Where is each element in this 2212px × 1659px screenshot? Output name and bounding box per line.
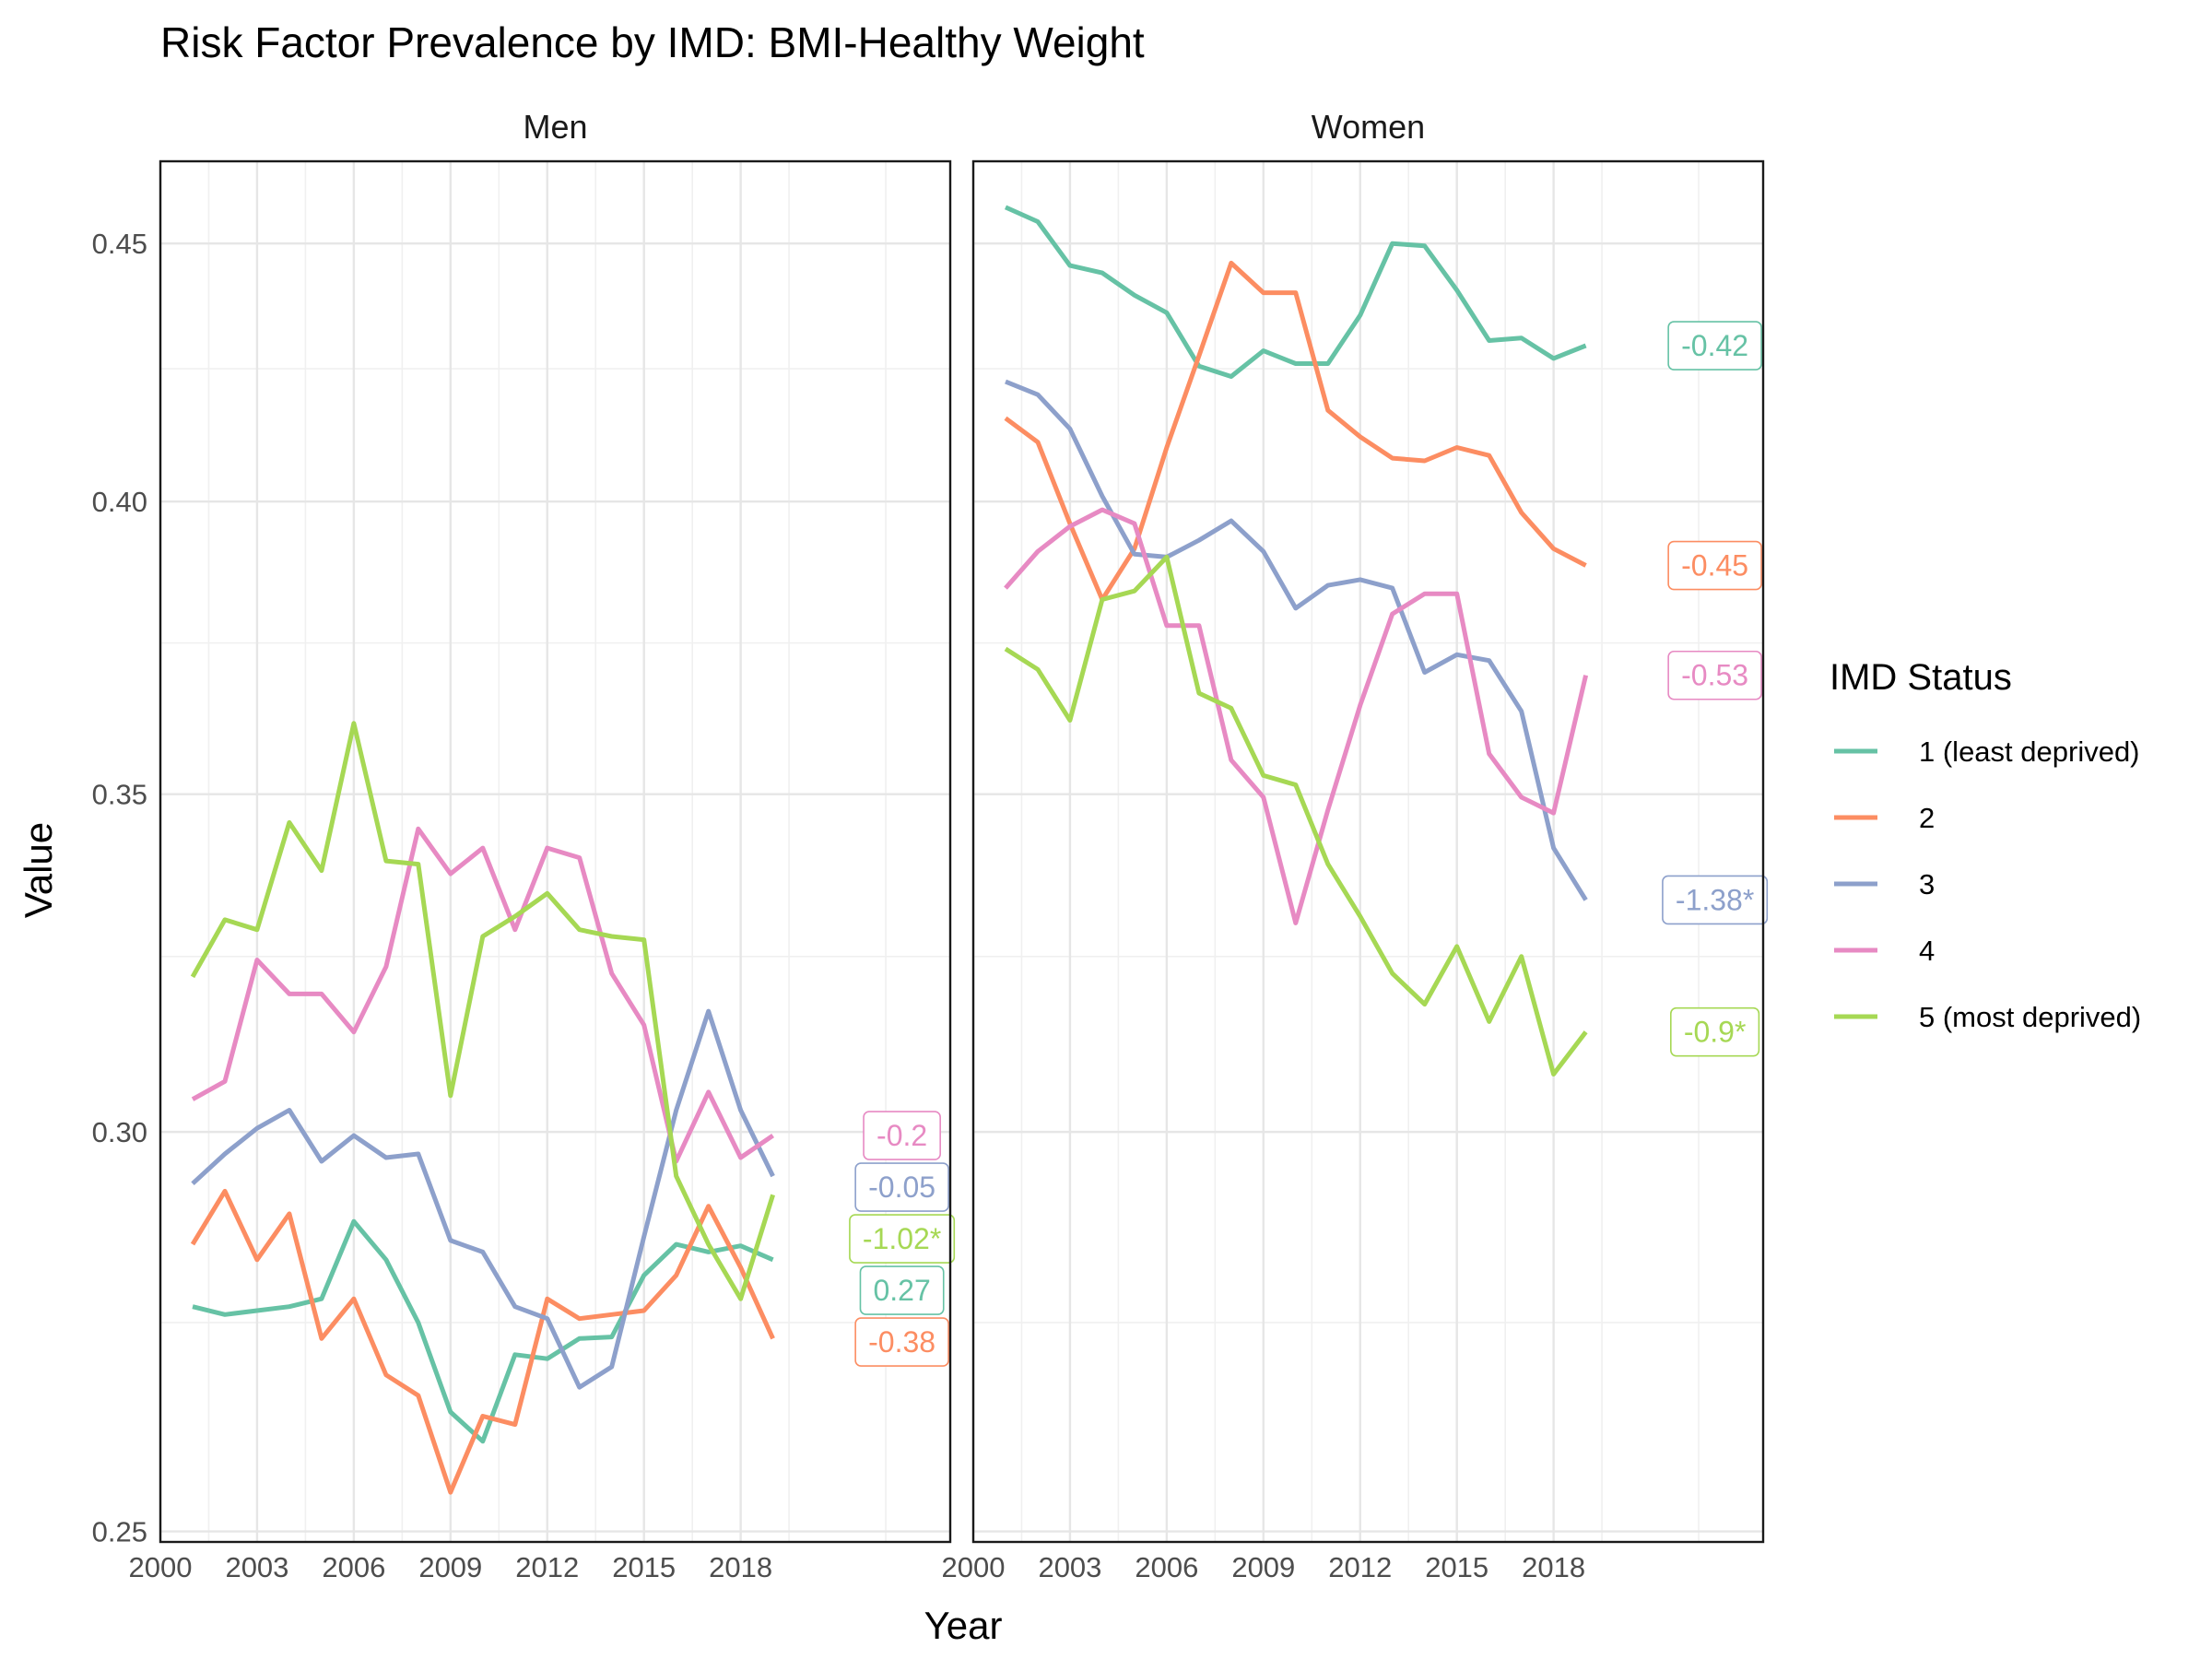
legend-label: 4 [1919,935,1935,967]
x-tick-label: 2003 [1038,1551,1101,1583]
legend-title: IMD Status [1830,657,2012,698]
series-line-4 [191,826,775,1164]
x-tick-label: 2006 [1135,1551,1198,1583]
x-tick-label: 2015 [612,1551,676,1583]
end-label-2: -0.45 [1667,540,1762,591]
y-tick-label: 0.25 [92,1516,147,1548]
legend-entry-3: 3 [1834,868,1935,900]
legend-entry-1: 1 (least deprived) [1834,735,2140,768]
end-label-text: -0.05 [868,1171,935,1204]
series-line-1 [1004,205,1587,379]
y-axis-title: Value [17,822,60,918]
end-label-text: -0.9* [1684,1016,1747,1049]
x-tick-label: 2003 [225,1551,288,1583]
series-line-1 [192,1218,774,1444]
x-tick-label: 2009 [1231,1551,1295,1583]
end-label-text: -0.42 [1681,329,1748,362]
legend-entry-4: 4 [1834,935,1935,967]
x-axis-title: Year [924,1604,1003,1647]
x-tick-label: 2000 [942,1551,1006,1583]
panel-title: Women [1312,108,1425,146]
panel-men: Men -0.2 -0.05 -1.02* 0.27 -0.38 2000 2003 2006 2… [92,108,956,1583]
legend-entry-2: 2 [1834,802,1935,834]
end-label-4: -0.53 [1667,650,1762,700]
x-tick-label: 2018 [709,1551,772,1583]
series-line-5 [1004,554,1588,1077]
series-line-5 [190,721,775,1301]
panel-border [971,159,1765,1544]
end-label-text: 0.27 [873,1274,930,1307]
y-tick-label: 0.35 [92,779,147,811]
end-label-4: -0.2 [863,1111,941,1160]
series-line-4 [1004,507,1589,925]
end-label-text: -0.45 [1681,549,1748,582]
x-tick-label: 2018 [1522,1551,1585,1583]
series-line-3 [191,1008,775,1390]
end-label-text: -0.2 [877,1119,927,1152]
end-label-5: -1.02* [849,1214,956,1264]
y-tick-label: 0.45 [92,228,147,260]
end-label-text: -1.38* [1676,883,1754,916]
x-tick-label: 2012 [1328,1551,1392,1583]
series-line-3 [1005,379,1588,901]
end-label-text: -1.02* [863,1222,941,1255]
series-line-2 [190,1188,775,1495]
legend-label: 3 [1919,868,1935,900]
panel-border [159,159,952,1544]
end-label-text: -0.53 [1681,659,1748,692]
minor-gridlines [160,161,950,1542]
x-tick-label: 2009 [418,1551,482,1583]
panel-title: Men [523,108,587,146]
legend: IMD Status 1 (least deprived) 2 3 4 5 (most … [1830,657,2141,1033]
end-label-3: -1.38* [1662,875,1769,925]
x-tick-label: 2012 [515,1551,579,1583]
end-label-3: -0.05 [854,1162,949,1212]
legend-label: 1 (least deprived) [1919,735,2140,768]
panel-women: Women -0.42 -0.45 -0.53 -1.38* -0.9* 2000 2003 2… [942,108,1769,1583]
x-tick-label: 2000 [129,1551,193,1583]
end-label-5: -0.9* [1670,1006,1760,1057]
series-line-2 [1004,260,1587,602]
y-tick-label: 0.30 [92,1116,147,1148]
x-tick-label: 2006 [322,1551,385,1583]
x-tick-label: 2015 [1425,1551,1488,1583]
end-label-1: 0.27 [859,1265,945,1315]
y-tick-label: 0.40 [92,486,147,518]
chart-title: Risk Factor Prevalence by IMD: BMI-Healt… [160,18,1145,66]
minor-gridlines [973,161,1763,1542]
end-label-1: -0.42 [1667,321,1762,371]
legend-label: 2 [1919,802,1935,834]
legend-entry-5: 5 (most deprived) [1834,1001,2141,1033]
legend-label: 5 (most deprived) [1919,1001,2141,1033]
end-label-text: -0.38 [868,1325,935,1359]
major-gridlines [971,161,1763,1542]
end-label-2: -0.38 [854,1317,949,1367]
